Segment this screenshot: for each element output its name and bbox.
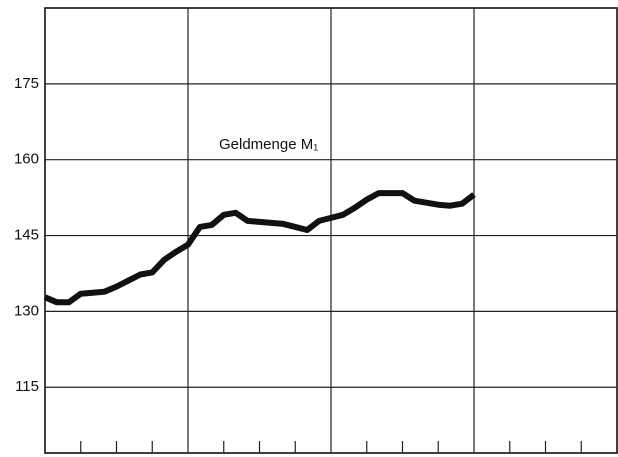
y-tick-label: 130 (14, 302, 39, 319)
data-line (43, 190, 476, 306)
annotation: Geldmenge M₁ (219, 136, 318, 153)
y-tick-label: 160 (14, 151, 39, 168)
y-tick-label: 175 (14, 75, 39, 92)
y-tick-label: 145 (14, 227, 39, 244)
y-tick-label: 115 (15, 378, 39, 395)
